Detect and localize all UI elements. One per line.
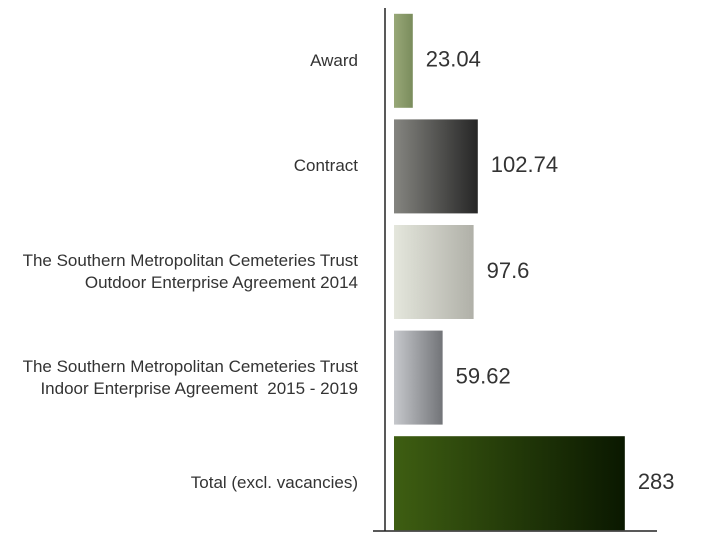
value-label: 59.62 (456, 363, 511, 388)
value-label: 23.04 (426, 47, 481, 72)
category-label: Contract (293, 156, 358, 176)
category-label: Total (excl. vacancies) (190, 473, 358, 493)
value-label: 97.6 (487, 258, 530, 283)
value-label: 283 (638, 469, 675, 494)
value-label: 102.74 (491, 152, 558, 177)
category-label: The Southern Metropolitan Cemeteries Tru… (22, 251, 363, 292)
bar (394, 225, 474, 319)
category-label: The Southern Metropolitan Cemeteries Tru… (22, 356, 363, 398)
bar (394, 119, 478, 214)
category-label: Award (310, 50, 358, 70)
bar (394, 13, 413, 108)
bar (394, 436, 625, 531)
bar (394, 330, 443, 425)
